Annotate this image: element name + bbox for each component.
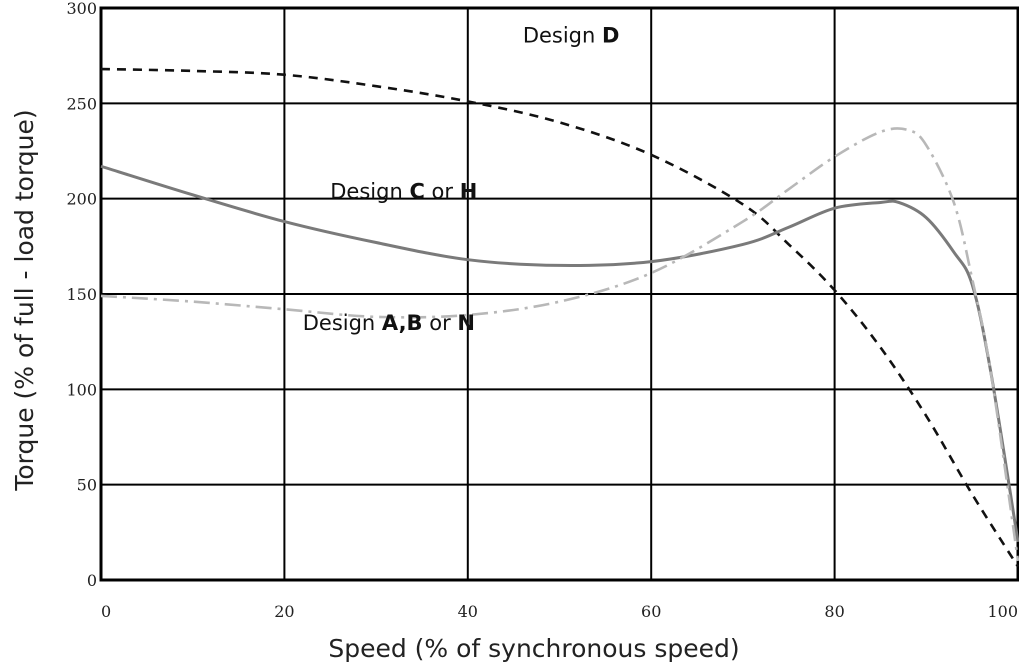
curve-label: Design D [523, 23, 620, 47]
series-group [100, 67, 1019, 568]
curve-label: Design C or H [330, 180, 477, 204]
series-line-1 [100, 67, 1019, 568]
x-tick-label: 80 [824, 602, 844, 621]
series-line-2 [100, 164, 1019, 543]
y-tick-label: 200 [66, 190, 97, 209]
x-axis-title: Speed (% of synchronous speed) [328, 634, 739, 663]
x-tick-label: 100 [987, 602, 1018, 621]
y-tick-label: 300 [66, 0, 97, 18]
y-tick-label: 50 [77, 476, 97, 495]
x-tick-label: 20 [274, 602, 294, 621]
curve-labels: Design D Design C or H Design A,B or N [303, 23, 620, 335]
plot-frame [99, 6, 1019, 582]
y-tick-label: 0 [87, 571, 97, 590]
y-tick-label: 250 [66, 94, 97, 113]
x-tick-labels: 0 20 40 60 80 100 [101, 602, 1018, 621]
y-tick-labels: 0 50 100 150 200 250 300 [66, 0, 97, 590]
series-line-3 [100, 127, 1019, 562]
y-tick-label: 100 [66, 380, 97, 399]
y-tick-label: 150 [66, 285, 97, 304]
x-tick-label: 60 [641, 602, 661, 621]
x-tick-label: 0 [101, 602, 111, 621]
grid [101, 8, 1018, 580]
x-tick-label: 40 [458, 602, 478, 621]
y-axis-title: Torque (% of full - load torque) [10, 109, 39, 491]
curve-label: Design A,B or N [303, 311, 475, 335]
